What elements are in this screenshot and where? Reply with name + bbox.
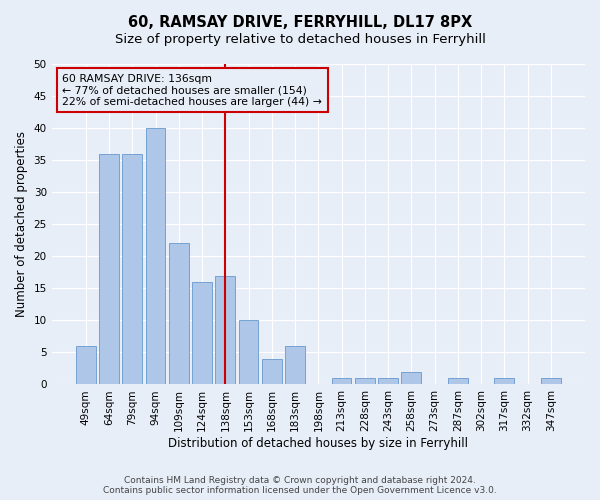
Bar	[285, 346, 305, 385]
Bar	[239, 320, 259, 384]
Bar	[332, 378, 352, 384]
Text: 60 RAMSAY DRIVE: 136sqm
← 77% of detached houses are smaller (154)
22% of semi-d: 60 RAMSAY DRIVE: 136sqm ← 77% of detache…	[62, 74, 322, 107]
Bar	[494, 378, 514, 384]
Bar	[169, 244, 188, 384]
Bar	[448, 378, 468, 384]
Bar	[262, 359, 282, 384]
Bar	[76, 346, 95, 385]
Text: Contains HM Land Registry data © Crown copyright and database right 2024.
Contai: Contains HM Land Registry data © Crown c…	[103, 476, 497, 495]
Bar	[401, 372, 421, 384]
Bar	[378, 378, 398, 384]
Text: Size of property relative to detached houses in Ferryhill: Size of property relative to detached ho…	[115, 32, 485, 46]
Bar	[146, 128, 166, 384]
Bar	[122, 154, 142, 384]
Bar	[355, 378, 375, 384]
X-axis label: Distribution of detached houses by size in Ferryhill: Distribution of detached houses by size …	[169, 437, 469, 450]
Y-axis label: Number of detached properties: Number of detached properties	[15, 131, 28, 317]
Bar	[99, 154, 119, 384]
Text: 60, RAMSAY DRIVE, FERRYHILL, DL17 8PX: 60, RAMSAY DRIVE, FERRYHILL, DL17 8PX	[128, 15, 472, 30]
Bar	[541, 378, 561, 384]
Bar	[192, 282, 212, 384]
Bar	[215, 276, 235, 384]
